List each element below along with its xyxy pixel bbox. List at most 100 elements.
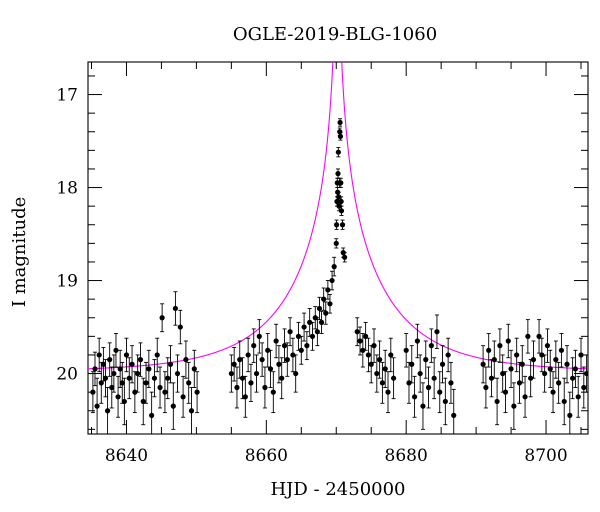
data-marker	[379, 380, 386, 386]
data-point	[172, 291, 179, 326]
data-marker	[564, 361, 570, 367]
data-marker	[336, 194, 342, 200]
data-point	[505, 323, 511, 359]
data-point	[143, 361, 149, 404]
data-point	[368, 345, 374, 384]
data-marker	[339, 222, 346, 228]
data-point	[406, 361, 412, 404]
data-marker	[104, 408, 111, 414]
data-point	[379, 361, 386, 404]
data-point	[553, 340, 559, 379]
data-marker	[338, 208, 345, 214]
data-point	[135, 354, 141, 393]
data-marker	[334, 222, 340, 228]
data-marker	[113, 347, 119, 353]
data-marker	[135, 370, 141, 377]
data-marker	[437, 389, 443, 395]
data-point	[342, 252, 348, 263]
data-point	[309, 321, 316, 351]
data-marker	[323, 310, 329, 316]
data-point	[439, 345, 446, 384]
data-marker	[126, 375, 132, 381]
data-marker	[488, 375, 495, 381]
data-point	[536, 319, 542, 354]
data-marker	[572, 366, 579, 372]
data-marker	[539, 352, 545, 358]
data-point	[90, 371, 96, 414]
data-marker	[500, 370, 506, 377]
data-marker	[374, 370, 380, 377]
data-point	[237, 340, 243, 379]
data-point	[357, 326, 363, 356]
data-marker	[162, 389, 168, 395]
data-marker	[325, 287, 331, 293]
data-marker	[451, 412, 457, 418]
data-marker	[151, 375, 158, 381]
data-points-layer	[90, 118, 588, 434]
data-marker	[491, 357, 497, 363]
data-point	[338, 196, 344, 207]
data-marker	[284, 357, 290, 363]
model-curve	[88, 62, 588, 370]
data-point	[137, 342, 144, 377]
data-point	[365, 337, 372, 373]
data-marker	[333, 240, 339, 246]
data-point	[502, 371, 509, 414]
data-point	[508, 349, 514, 388]
data-point	[251, 328, 257, 363]
data-point	[335, 147, 341, 158]
data-point	[111, 354, 117, 393]
data-point	[149, 391, 155, 434]
data-point	[146, 349, 152, 388]
data-marker	[423, 357, 429, 363]
data-marker	[337, 129, 343, 135]
data-point	[323, 301, 329, 325]
data-point	[327, 294, 333, 314]
data-marker	[516, 380, 523, 386]
y-tick-label: 17	[56, 86, 78, 106]
data-point	[287, 317, 293, 347]
data-point	[497, 328, 503, 363]
data-point	[519, 345, 525, 384]
data-marker	[107, 357, 113, 363]
data-point	[253, 354, 260, 393]
data-point	[96, 337, 102, 373]
data-point	[385, 371, 391, 414]
data-marker	[309, 333, 316, 339]
data-marker	[267, 366, 274, 372]
data-point	[119, 361, 125, 404]
data-marker	[92, 366, 98, 372]
data-marker	[406, 380, 412, 386]
data-point	[265, 333, 271, 368]
data-marker	[561, 398, 567, 405]
data-marker	[337, 119, 343, 126]
data-marker	[530, 357, 537, 363]
data-marker	[248, 380, 254, 386]
data-marker	[298, 347, 304, 353]
data-marker	[522, 394, 528, 400]
data-marker	[581, 384, 587, 391]
data-marker	[547, 366, 553, 372]
data-marker	[98, 380, 104, 386]
data-marker	[307, 319, 313, 325]
data-point	[151, 359, 158, 398]
data-marker	[486, 347, 492, 353]
data-point	[382, 349, 388, 388]
data-marker	[316, 305, 323, 312]
data-point	[556, 361, 562, 404]
data-marker	[371, 343, 377, 349]
data-marker	[279, 375, 285, 381]
data-point	[102, 359, 109, 398]
data-marker	[411, 394, 418, 400]
data-marker	[180, 394, 186, 400]
data-marker	[146, 366, 152, 372]
data-marker	[354, 329, 360, 335]
data-point	[334, 219, 340, 230]
data-point	[117, 349, 123, 388]
data-point	[183, 340, 189, 379]
data-point	[281, 328, 288, 363]
data-marker	[143, 380, 149, 386]
data-marker	[335, 149, 341, 155]
data-marker	[174, 370, 181, 377]
